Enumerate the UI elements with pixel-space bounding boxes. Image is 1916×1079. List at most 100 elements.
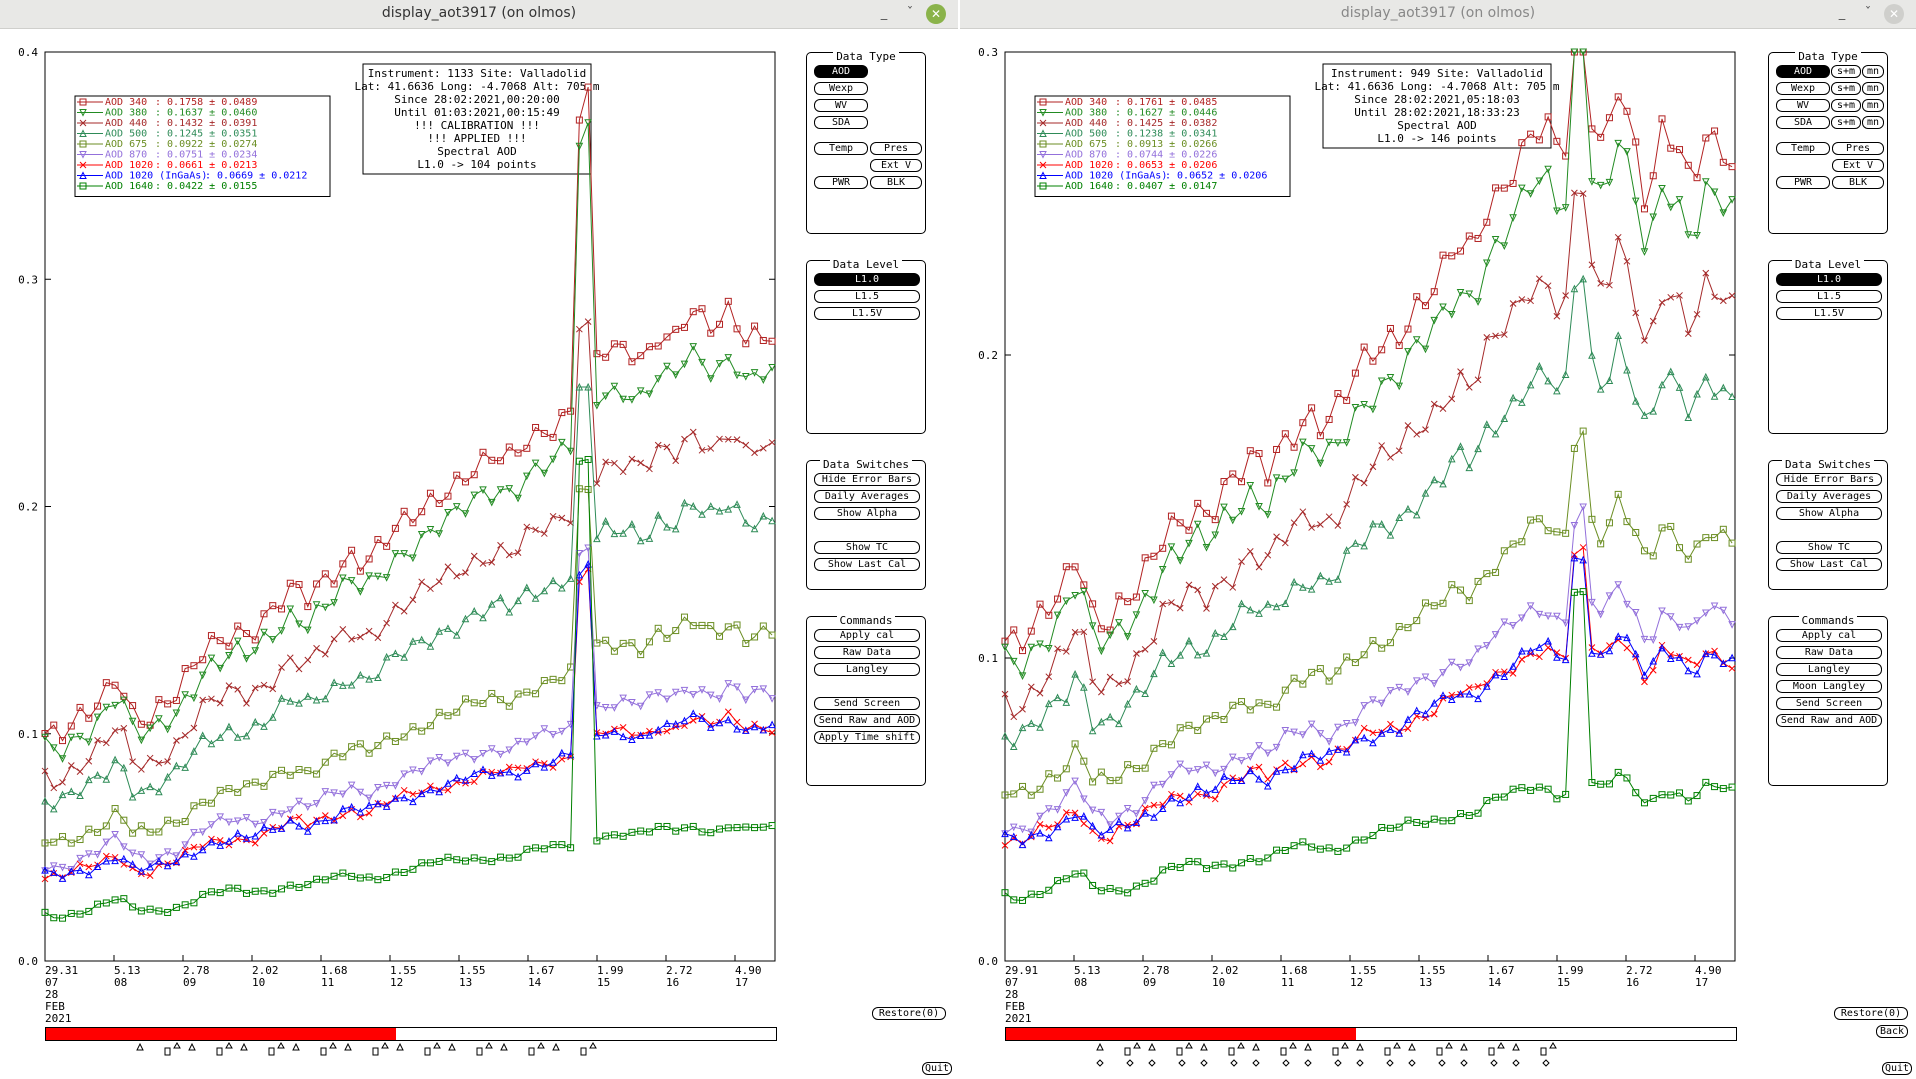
button-wexp[interactable]: Wexp	[1776, 82, 1830, 95]
button-s-m[interactable]: s+m	[1831, 116, 1861, 129]
data-point	[76, 910, 84, 918]
data-point	[1631, 649, 1640, 658]
button-daily-averages[interactable]: Daily Averages	[814, 490, 920, 503]
data-point	[181, 665, 189, 673]
button-pwr[interactable]: PWR	[1776, 176, 1830, 189]
button-wv[interactable]: WV	[814, 99, 868, 112]
data-point	[41, 875, 49, 883]
button-mn[interactable]: mn	[1862, 82, 1884, 95]
button-s-m[interactable]: s+m	[1831, 65, 1861, 78]
data-point	[724, 715, 733, 724]
button-hide-error-bars[interactable]: Hide Error Bars	[814, 473, 920, 486]
data-point	[1062, 597, 1071, 606]
data-point	[102, 838, 111, 847]
button-mn[interactable]: mn	[1862, 116, 1884, 129]
button-temp[interactable]: Temp	[814, 142, 868, 155]
button-l1-5v[interactable]: L1.5V	[1776, 307, 1882, 320]
button-l1-0[interactable]: L1.0	[814, 273, 920, 286]
button-send-raw-and-aod[interactable]: Send Raw and AOD	[1776, 714, 1882, 727]
quit-button[interactable]: Quit	[922, 1062, 952, 1075]
data-point	[1325, 677, 1333, 685]
close-icon[interactable]: ✕	[926, 4, 946, 24]
button-ext-v[interactable]: Ext V	[1832, 159, 1884, 172]
time-range-bar[interactable]	[45, 1027, 777, 1041]
data-point	[540, 586, 549, 595]
titlebar[interactable]: display_aot3917 (on olmos) _ ˇ ✕	[0, 0, 958, 29]
maximize-icon[interactable]: ˇ	[906, 6, 914, 21]
back-button[interactable]: Back	[1876, 1025, 1908, 1038]
data-point	[1220, 781, 1228, 789]
button-wexp[interactable]: Wexp	[814, 82, 868, 95]
time-range-bar[interactable]	[1005, 1027, 1737, 1041]
button-mn[interactable]: mn	[1862, 99, 1884, 112]
button-l1-5[interactable]: L1.5	[814, 290, 920, 303]
button-show-last-cal[interactable]: Show Last Cal	[1776, 558, 1882, 571]
button-blk[interactable]: BLK	[1832, 176, 1884, 189]
data-point	[1211, 795, 1219, 803]
button-send-screen[interactable]: Send Screen	[1776, 697, 1882, 710]
data-point	[1710, 188, 1719, 197]
button-blk[interactable]: BLK	[870, 176, 922, 189]
button-show-tc[interactable]: Show TC	[1776, 541, 1882, 554]
button-pwr[interactable]: PWR	[814, 176, 868, 189]
data-point	[330, 789, 338, 797]
restore-button[interactable]: Restore(0)	[1834, 1007, 1908, 1020]
minimize-icon[interactable]: _	[880, 6, 888, 21]
titlebar[interactable]: display_aot3917 (on olmos) _ ˇ ✕	[960, 0, 1916, 29]
button-l1-5[interactable]: L1.5	[1776, 290, 1882, 303]
button-temp[interactable]: Temp	[1776, 142, 1830, 155]
button-mn[interactable]: mn	[1862, 65, 1884, 78]
button-show-last-cal[interactable]: Show Last Cal	[814, 558, 920, 571]
button-aod[interactable]: AOD	[1776, 65, 1830, 78]
button-pres[interactable]: Pres	[870, 142, 922, 155]
button-pres[interactable]: Pres	[1832, 142, 1884, 155]
button-s-m[interactable]: s+m	[1831, 99, 1861, 112]
data-point	[356, 788, 365, 797]
button-send-raw-and-aod[interactable]: Send Raw and AOD	[814, 714, 920, 727]
data-point	[233, 637, 242, 646]
data-point	[1211, 582, 1219, 590]
data-point	[1728, 665, 1736, 672]
button-l1-0[interactable]: L1.0	[1776, 273, 1882, 286]
data-point	[453, 572, 461, 580]
data-point	[268, 713, 277, 721]
data-point	[1334, 745, 1342, 753]
maximize-icon[interactable]: ˇ	[1864, 6, 1872, 21]
button-show-alpha[interactable]: Show Alpha	[1776, 507, 1882, 520]
button-apply-time-shift[interactable]: Apply Time shift	[814, 731, 920, 744]
button-daily-averages[interactable]: Daily Averages	[1776, 490, 1882, 503]
data-point	[444, 508, 452, 517]
data-point	[1150, 781, 1158, 790]
button-raw-data[interactable]: Raw Data	[1776, 646, 1882, 659]
button-sda[interactable]: SDA	[814, 116, 868, 129]
button-raw-data[interactable]: Raw Data	[814, 646, 920, 659]
button-apply-cal[interactable]: Apply cal	[814, 629, 920, 642]
button-show-tc[interactable]: Show TC	[814, 541, 920, 554]
button-wv[interactable]: WV	[1776, 99, 1830, 112]
button-moon-langley[interactable]: Moon Langley	[1776, 680, 1882, 693]
data-point	[1675, 623, 1684, 632]
button-hide-error-bars[interactable]: Hide Error Bars	[1776, 473, 1882, 486]
minimize-icon[interactable]: _	[1838, 6, 1846, 21]
close-icon[interactable]: ✕	[1884, 4, 1904, 24]
button-show-alpha[interactable]: Show Alpha	[814, 507, 920, 520]
button-s-m[interactable]: s+m	[1831, 82, 1861, 95]
data-point	[1115, 817, 1123, 826]
data-point	[619, 639, 627, 647]
button-send-screen[interactable]: Send Screen	[814, 697, 920, 710]
data-point	[1640, 248, 1649, 256]
button-apply-cal[interactable]: Apply cal	[1776, 629, 1882, 642]
data-point	[1693, 232, 1701, 240]
button-l1-5v[interactable]: L1.5V	[814, 307, 920, 320]
button-langley[interactable]: Langley	[814, 663, 920, 676]
quit-button[interactable]: Quit	[1882, 1062, 1912, 1075]
data-point	[1675, 653, 1684, 661]
data-point	[1132, 882, 1140, 890]
button-langley[interactable]: Langley	[1776, 663, 1882, 676]
button-ext-v[interactable]: Ext V	[870, 159, 922, 172]
button-aod[interactable]: AOD	[814, 65, 868, 78]
data-point	[470, 756, 479, 764]
restore-button[interactable]: Restore(0)	[872, 1007, 946, 1020]
button-sda[interactable]: SDA	[1776, 116, 1830, 129]
data-point	[417, 768, 426, 776]
